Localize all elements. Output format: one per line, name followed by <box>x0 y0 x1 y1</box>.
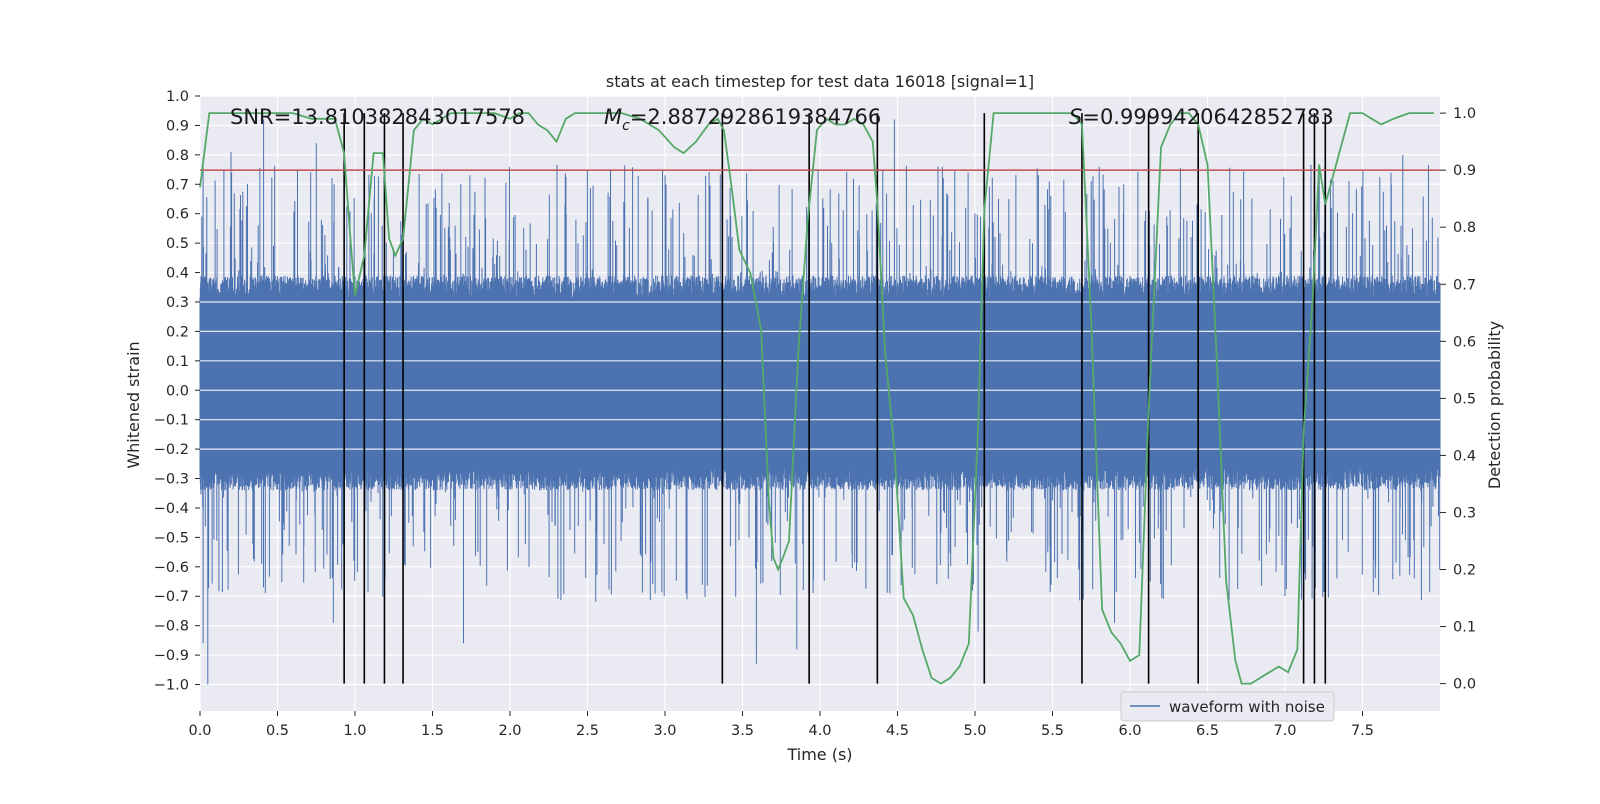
y-tick-label: 0.2 <box>166 324 189 340</box>
x-tick-label: 7.0 <box>1273 723 1296 739</box>
y2-tick-label: 0.6 <box>1453 334 1476 350</box>
y-tick-label: −0.2 <box>154 442 189 458</box>
y-axis-right: 1.0 0.9 0.8 0.7 0.6 0.5 0.4 0.3 0.2 0.1 0.0 <box>1440 106 1476 693</box>
x-tick-label: 7.5 <box>1351 723 1374 739</box>
x-tick-label: 5.5 <box>1041 723 1064 739</box>
y2-tick-label: 0.9 <box>1453 163 1476 179</box>
y-tick-label: −0.7 <box>154 589 189 605</box>
y-tick-label: 0.9 <box>166 118 189 134</box>
y2-tick-label: 0.1 <box>1453 620 1476 636</box>
y2-tick-label: 0.8 <box>1453 220 1476 236</box>
x-axis: 0.0 0.5 1.0 1.5 2.0 2.5 3.0 3.5 4.0 4.5 5.0 5.5 6.0 6… <box>188 711 1374 739</box>
x-tick-label: 2.0 <box>498 723 521 739</box>
y-tick-label: 0.8 <box>166 148 189 164</box>
y-tick-label: −0.4 <box>154 501 189 517</box>
waveform-series <box>199 119 1441 685</box>
y-tick-label: −0.5 <box>154 530 189 546</box>
event-lines <box>343 113 1327 684</box>
y-tick-label: −0.3 <box>154 472 189 488</box>
y2-tick-label: 0.2 <box>1453 563 1476 579</box>
x-tick-label: 1.5 <box>421 723 444 739</box>
probability-series <box>199 112 1434 685</box>
x-tick-label: 5.0 <box>963 723 986 739</box>
y-tick-label: −0.8 <box>154 619 189 635</box>
y-tick-label: 0.5 <box>166 236 189 252</box>
y-tick-label: 0.7 <box>166 177 189 193</box>
s-value: =0.9999420642852783 <box>1082 105 1333 129</box>
x-tick-label: 3.0 <box>653 723 676 739</box>
y2-tick-label: 0.4 <box>1453 448 1476 464</box>
x-tick-label: 4.5 <box>886 723 909 739</box>
y-tick-label: −0.9 <box>154 648 189 664</box>
chirp-mass-annotation: Mc=2.8872928619384766 <box>604 105 881 134</box>
x-tick-label: 0.5 <box>266 723 289 739</box>
y-axis-title: Whitened strain <box>124 341 143 468</box>
waveform-trace <box>199 119 1441 685</box>
x-axis-title: Time (s) <box>786 745 852 764</box>
mc-symbol: M <box>604 105 622 129</box>
s-annotation: S=0.9999420642852783 <box>1069 105 1334 129</box>
y-tick-label: −0.1 <box>154 413 189 429</box>
y2-tick-label: 0.5 <box>1453 391 1476 407</box>
legend-label: waveform with noise <box>1169 698 1325 716</box>
legend: waveform with noise <box>1120 691 1335 722</box>
y-tick-label: 0.0 <box>166 383 189 399</box>
y-tick-label: 0.6 <box>166 207 189 223</box>
y2-tick-label: 0.3 <box>1453 505 1476 521</box>
x-tick-label: 4.0 <box>808 723 831 739</box>
x-tick-label: 6.0 <box>1118 723 1141 739</box>
x-tick-label: 6.5 <box>1196 723 1219 739</box>
y2-axis-title: Detection probability <box>1485 321 1504 489</box>
y-tick-label: 0.1 <box>166 354 189 370</box>
s-symbol: S <box>1069 105 1082 129</box>
mc-value: =2.8872928619384766 <box>630 105 881 129</box>
y2-tick-label: 0.7 <box>1453 277 1476 293</box>
x-tick-label: 3.5 <box>731 723 754 739</box>
y-tick-label: 0.4 <box>166 266 189 282</box>
y2-tick-label: 1.0 <box>1453 106 1476 122</box>
y2-tick-label: 0.0 <box>1453 677 1476 693</box>
x-tick-label: 2.5 <box>576 723 599 739</box>
x-tick-label: 1.0 <box>343 723 366 739</box>
y-tick-label: −1.0 <box>154 678 189 694</box>
legend-box <box>1120 691 1335 722</box>
y-tick-label: 1.0 <box>166 89 189 105</box>
x-tick-label: 0.0 <box>188 723 211 739</box>
chart-title: stats at each timestep for test data 160… <box>606 72 1034 91</box>
y-tick-label: 0.3 <box>166 295 189 311</box>
mc-subscript: c <box>622 118 630 134</box>
y-axis-left: 1.0 0.9 0.8 0.7 0.6 0.5 0.4 0.3 0.2 0.1 0.0 −0.1 −0.… <box>154 89 200 694</box>
y-tick-label: −0.6 <box>154 560 189 576</box>
probability-line <box>199 112 1434 685</box>
snr-annotation: SNR=13.810382843017578 <box>230 105 525 129</box>
